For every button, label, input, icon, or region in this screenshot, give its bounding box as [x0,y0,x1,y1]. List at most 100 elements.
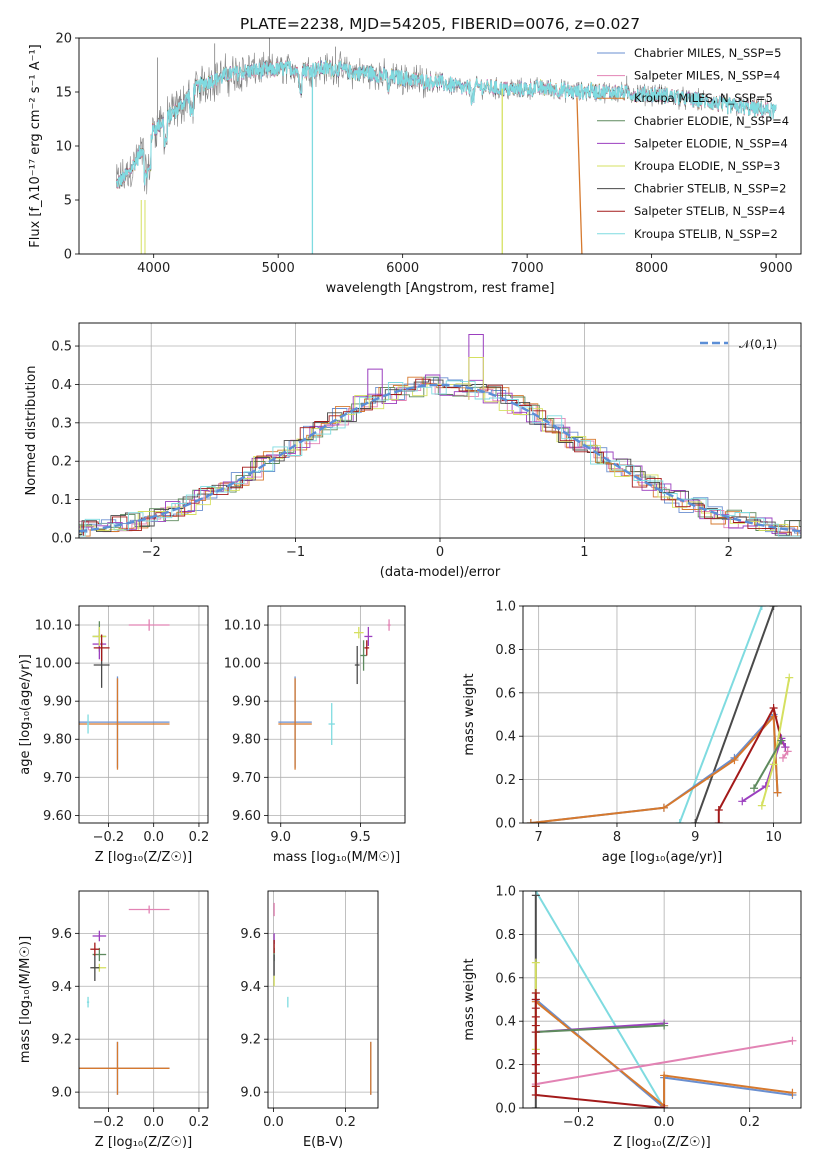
y-tick-label: 9.0 [240,1086,261,1101]
panel-z-weight: −0.2 0.0 0.2 0.0 0.2 0.4 0.6 0.8 1.0 Z [log₁₀(Z/Z… [462,885,802,1150]
weight-marker [781,743,790,752]
axes-frame [522,605,802,824]
weight-marker [675,819,684,823]
x-tick-label: 2 [725,545,733,560]
panel-ebv-mass: 0.0 0.2 9.0 9.2 9.4 9.6 E(B-V) [240,890,379,1150]
weight-series-line [694,606,775,823]
y-tick-label: 20 [55,32,72,47]
weight-series-line [678,606,763,823]
x-tick-label: 9 [691,830,699,845]
y-tick-label: 0.4 [51,378,72,393]
plot-area-residuals [79,334,801,537]
x-axis-label: Z [log₁₀(Z/Z☉)] [613,1135,710,1150]
legend-entry: Salpeter STELIB, N_SSP=4 [634,204,785,218]
x-axis-label: Z [log₁₀(Z/Z☉)] [95,850,192,865]
y-axis-label: age [log₁₀(age/yr)] [18,654,33,775]
y-tick-label: 10.10 [224,619,261,634]
legend-entry: Salpeter ELODIE, N_SSP=4 [634,136,788,150]
weight-marker [531,1090,540,1099]
y-tick-label: 0.6 [495,686,516,701]
y-tick-label: 9.0 [51,1086,72,1101]
y-axis-label: Normed distribution [24,366,39,496]
errorbar-point [278,678,312,770]
x-tick-label: 0.2 [739,1115,760,1130]
weight-marker [659,803,668,812]
errorbar-point [90,942,100,956]
y-tick-label: 0.8 [495,643,516,658]
weight-marker [769,703,778,712]
x-axis-label: mass [log₁₀(M/M☉)] [273,850,400,865]
weight-marker [769,606,778,610]
weight-marker [531,891,540,900]
errorbar-point [90,954,100,981]
y-tick-label: 0.2 [51,455,72,470]
panel-residuals: −2 −1 0 1 2 0.0 0.1 0.2 0.3 0.4 0.5 (data-model)/er… [24,322,802,580]
weight-marker [777,736,786,745]
weight-marker [778,753,787,762]
errorbar-point [387,619,391,631]
panel-z-mass: −0.2 0.0 0.2 9.0 9.2 9.4 9.6 Z [log₁₀(Z/Z☉)] mas… [18,890,209,1150]
weight-series-line [535,1024,665,1033]
legend-entry: Chabrier STELIB, N_SSP=2 [634,182,786,196]
weight-marker [531,958,540,967]
x-tick-label: −1 [286,545,305,560]
y-tick-label: 9.4 [240,980,261,995]
weight-series-line [534,891,665,1108]
x-axis-label: wavelength [Angstrom, rest frame] [326,281,555,296]
panel-age-weight: 7 8 9 10 0.0 0.2 0.4 0.6 0.8 1.0 age [log₁₀(age/yr… [462,600,802,865]
y-tick-label: 9.4 [51,980,72,995]
y-tick-label: 10.10 [35,619,72,634]
histogram-step-line [79,379,801,536]
weight-marker [738,797,747,806]
y-tick-label: 10.00 [35,657,72,672]
weight-marker [785,673,794,682]
legend-entry: Kroupa MILES, N_SSP=5 [634,91,773,105]
weight-marker [531,995,540,1004]
weight-marker [531,1049,540,1058]
x-tick-label: 8000 [635,261,668,276]
y-tick-label: 9.60 [43,809,72,824]
weight-marker [730,756,739,765]
y-tick-label: 0.6 [495,971,516,986]
histogram-peak-bin [468,357,484,400]
weight-series-line [782,750,789,759]
weight-series-line [535,1039,793,1086]
errorbar-point [360,640,367,671]
weight-marker [714,805,723,814]
y-tick-label: 0.8 [495,928,516,943]
y-tick-label: 0.5 [51,340,72,355]
errorbar-point [79,1041,170,1095]
x-tick-label: 10 [765,830,782,845]
errorbar-point [93,634,110,662]
y-tick-label: 0.4 [495,730,516,745]
y-axis-label: mass weight [462,673,477,755]
y-axis-label: Flux [f_λ10⁻¹⁷ erg cm⁻² s⁻¹ A⁻¹] [28,44,43,248]
weight-series-line [753,740,783,789]
x-tick-label: 0 [436,545,444,560]
axes-frame [267,890,379,1109]
plot-area-z-age [79,619,170,770]
y-tick-label: 0.3 [51,416,72,431]
axes-frame [78,322,802,539]
x-tick-label: 9.0 [270,830,291,845]
histogram-step-line [79,380,801,537]
weight-marker [660,1071,669,1080]
legend: Chabrier MILES, N_SSP=5 Salpeter MILES, N… [597,46,789,241]
panel-spectrum: 4000 5000 6000 7000 8000 9000 0 5 10 15 20 waveleng… [28,15,802,296]
y-tick-label: 0 [64,248,72,263]
y-tick-label: 0.4 [495,1015,516,1030]
legend-entry: 𝒩(0,1) [739,337,777,351]
y-tick-label: 1.0 [495,885,516,900]
x-tick-label: 1 [580,545,588,560]
weight-marker [531,1060,540,1069]
x-tick-label: −0.2 [93,1115,125,1130]
weight-marker [526,819,535,823]
x-tick-label: 0.0 [263,1115,284,1130]
x-tick-label: 6000 [386,261,419,276]
legend-entry: Salpeter MILES, N_SSP=4 [634,69,780,83]
panel-mass-age: 9.0 9.5 9.60 9.70 9.80 9.90 10.00 10.10 mass [lo… [224,605,406,865]
x-axis-label: (data-model)/error [380,565,501,580]
y-tick-label: 9.6 [240,927,261,942]
y-tick-label: 0.0 [51,532,72,547]
